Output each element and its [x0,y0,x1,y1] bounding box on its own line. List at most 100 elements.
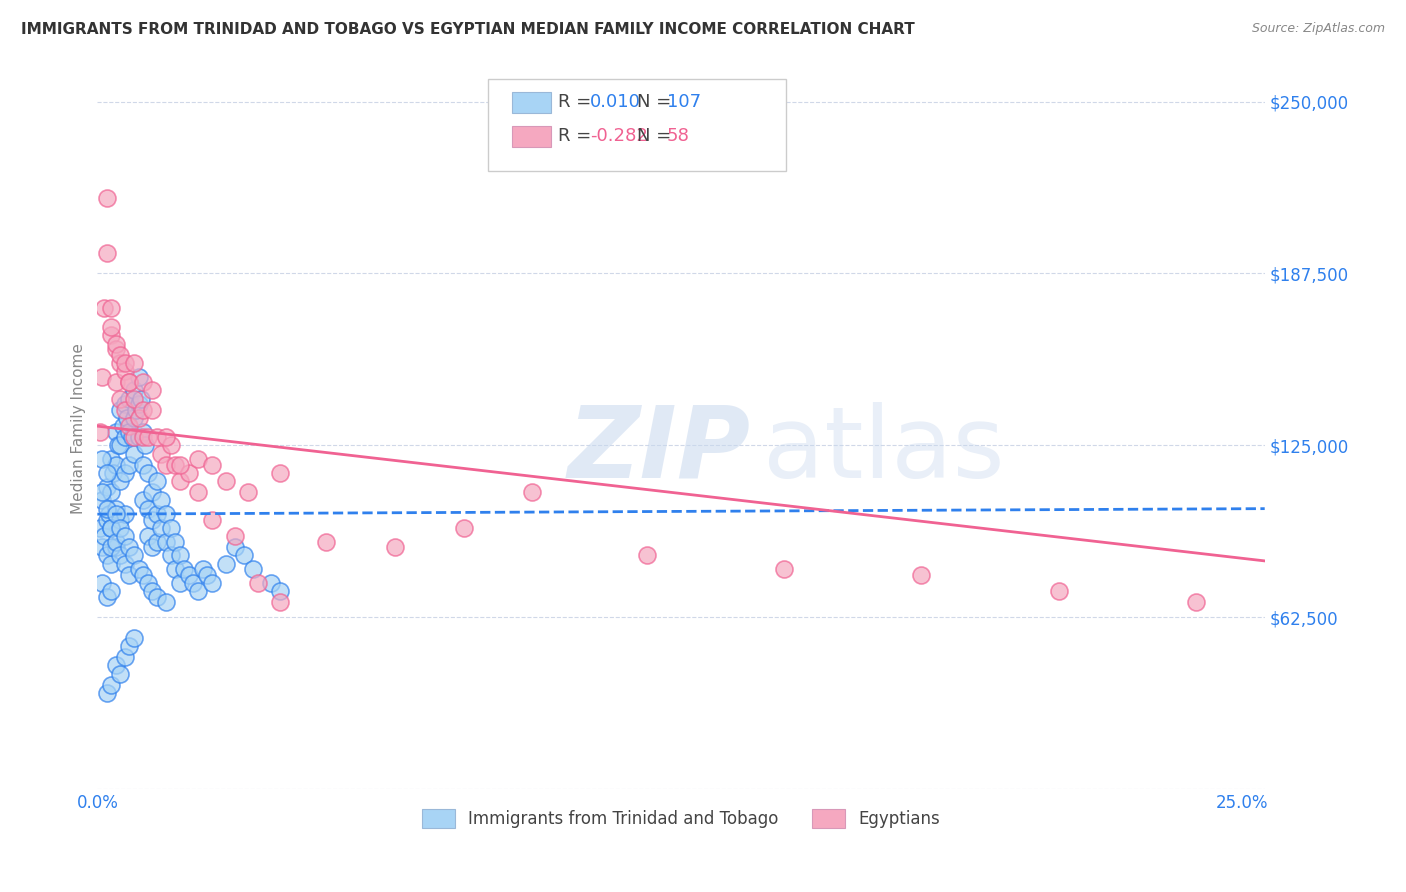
Point [246,575,269,590]
Point [146,590,169,604]
Point [100,678,122,692]
Point [97,507,120,521]
Point [134,438,156,452]
Point [315,534,337,549]
Point [169,474,191,488]
Point [104,375,127,389]
Point [187,485,209,500]
Point [155,595,177,609]
Point [169,575,191,590]
Point [187,584,209,599]
Point [214,474,236,488]
Point [104,458,127,472]
Legend: Immigrants from Trinidad and Tobago, Egyptians: Immigrants from Trinidad and Tobago, Egy… [415,803,948,835]
Point [118,375,141,389]
Point [104,540,127,554]
Point [118,567,141,582]
Point [100,301,122,315]
Point [155,458,177,472]
Point [169,549,191,563]
Point [177,466,200,480]
Point [111,419,134,434]
Point [114,529,136,543]
Point [201,513,224,527]
Point [141,584,163,599]
Point [136,501,159,516]
Point [100,540,122,554]
Point [201,458,224,472]
Point [104,658,127,673]
Point [110,474,132,488]
Point [136,430,159,444]
Point [90,369,112,384]
Point [146,534,169,549]
Point [141,402,163,417]
Point [136,466,159,480]
Point [155,534,177,549]
Point [114,364,136,378]
Point [100,521,122,535]
Point [122,549,145,563]
Point [96,501,118,516]
Point [269,584,291,599]
Point [107,438,129,452]
Point [118,425,141,439]
Point [132,425,155,439]
Point [165,458,187,472]
Point [118,419,141,434]
Point [96,513,118,527]
Point [384,540,406,554]
Point [96,245,118,260]
Point [110,549,132,563]
Point [155,507,177,521]
Point [146,507,169,521]
Text: Source: ZipAtlas.com: Source: ZipAtlas.com [1251,22,1385,36]
Point [122,384,145,398]
Point [129,392,152,406]
Point [159,438,181,452]
Point [122,631,145,645]
Point [522,485,544,500]
Point [132,493,155,508]
Point [132,567,155,582]
Point [110,666,132,681]
Point [100,584,122,599]
Point [132,458,155,472]
Point [114,507,136,521]
Text: N =: N = [637,128,671,145]
Point [183,575,205,590]
Point [93,529,115,543]
Point [121,430,143,444]
Point [114,356,136,370]
Point [1047,584,1070,599]
Text: 0.010: 0.010 [591,94,641,112]
Point [132,430,155,444]
Point [636,549,658,563]
Point [118,458,141,472]
Point [104,501,127,516]
Point [125,402,148,417]
Point [141,540,163,554]
Point [195,567,218,582]
Point [122,356,145,370]
FancyBboxPatch shape [488,78,786,171]
Point [110,513,132,527]
Point [773,562,796,576]
Point [122,430,145,444]
Point [90,540,112,554]
Point [191,562,214,576]
Point [110,348,132,362]
Point [173,562,195,576]
Point [118,540,141,554]
Point [118,392,141,406]
Point [96,480,118,494]
Point [96,191,118,205]
Point [90,493,112,508]
Point [100,328,122,343]
Text: 107: 107 [666,94,702,112]
Point [169,458,191,472]
Point [146,430,169,444]
Point [242,562,264,576]
Point [110,521,132,535]
Point [110,402,132,417]
